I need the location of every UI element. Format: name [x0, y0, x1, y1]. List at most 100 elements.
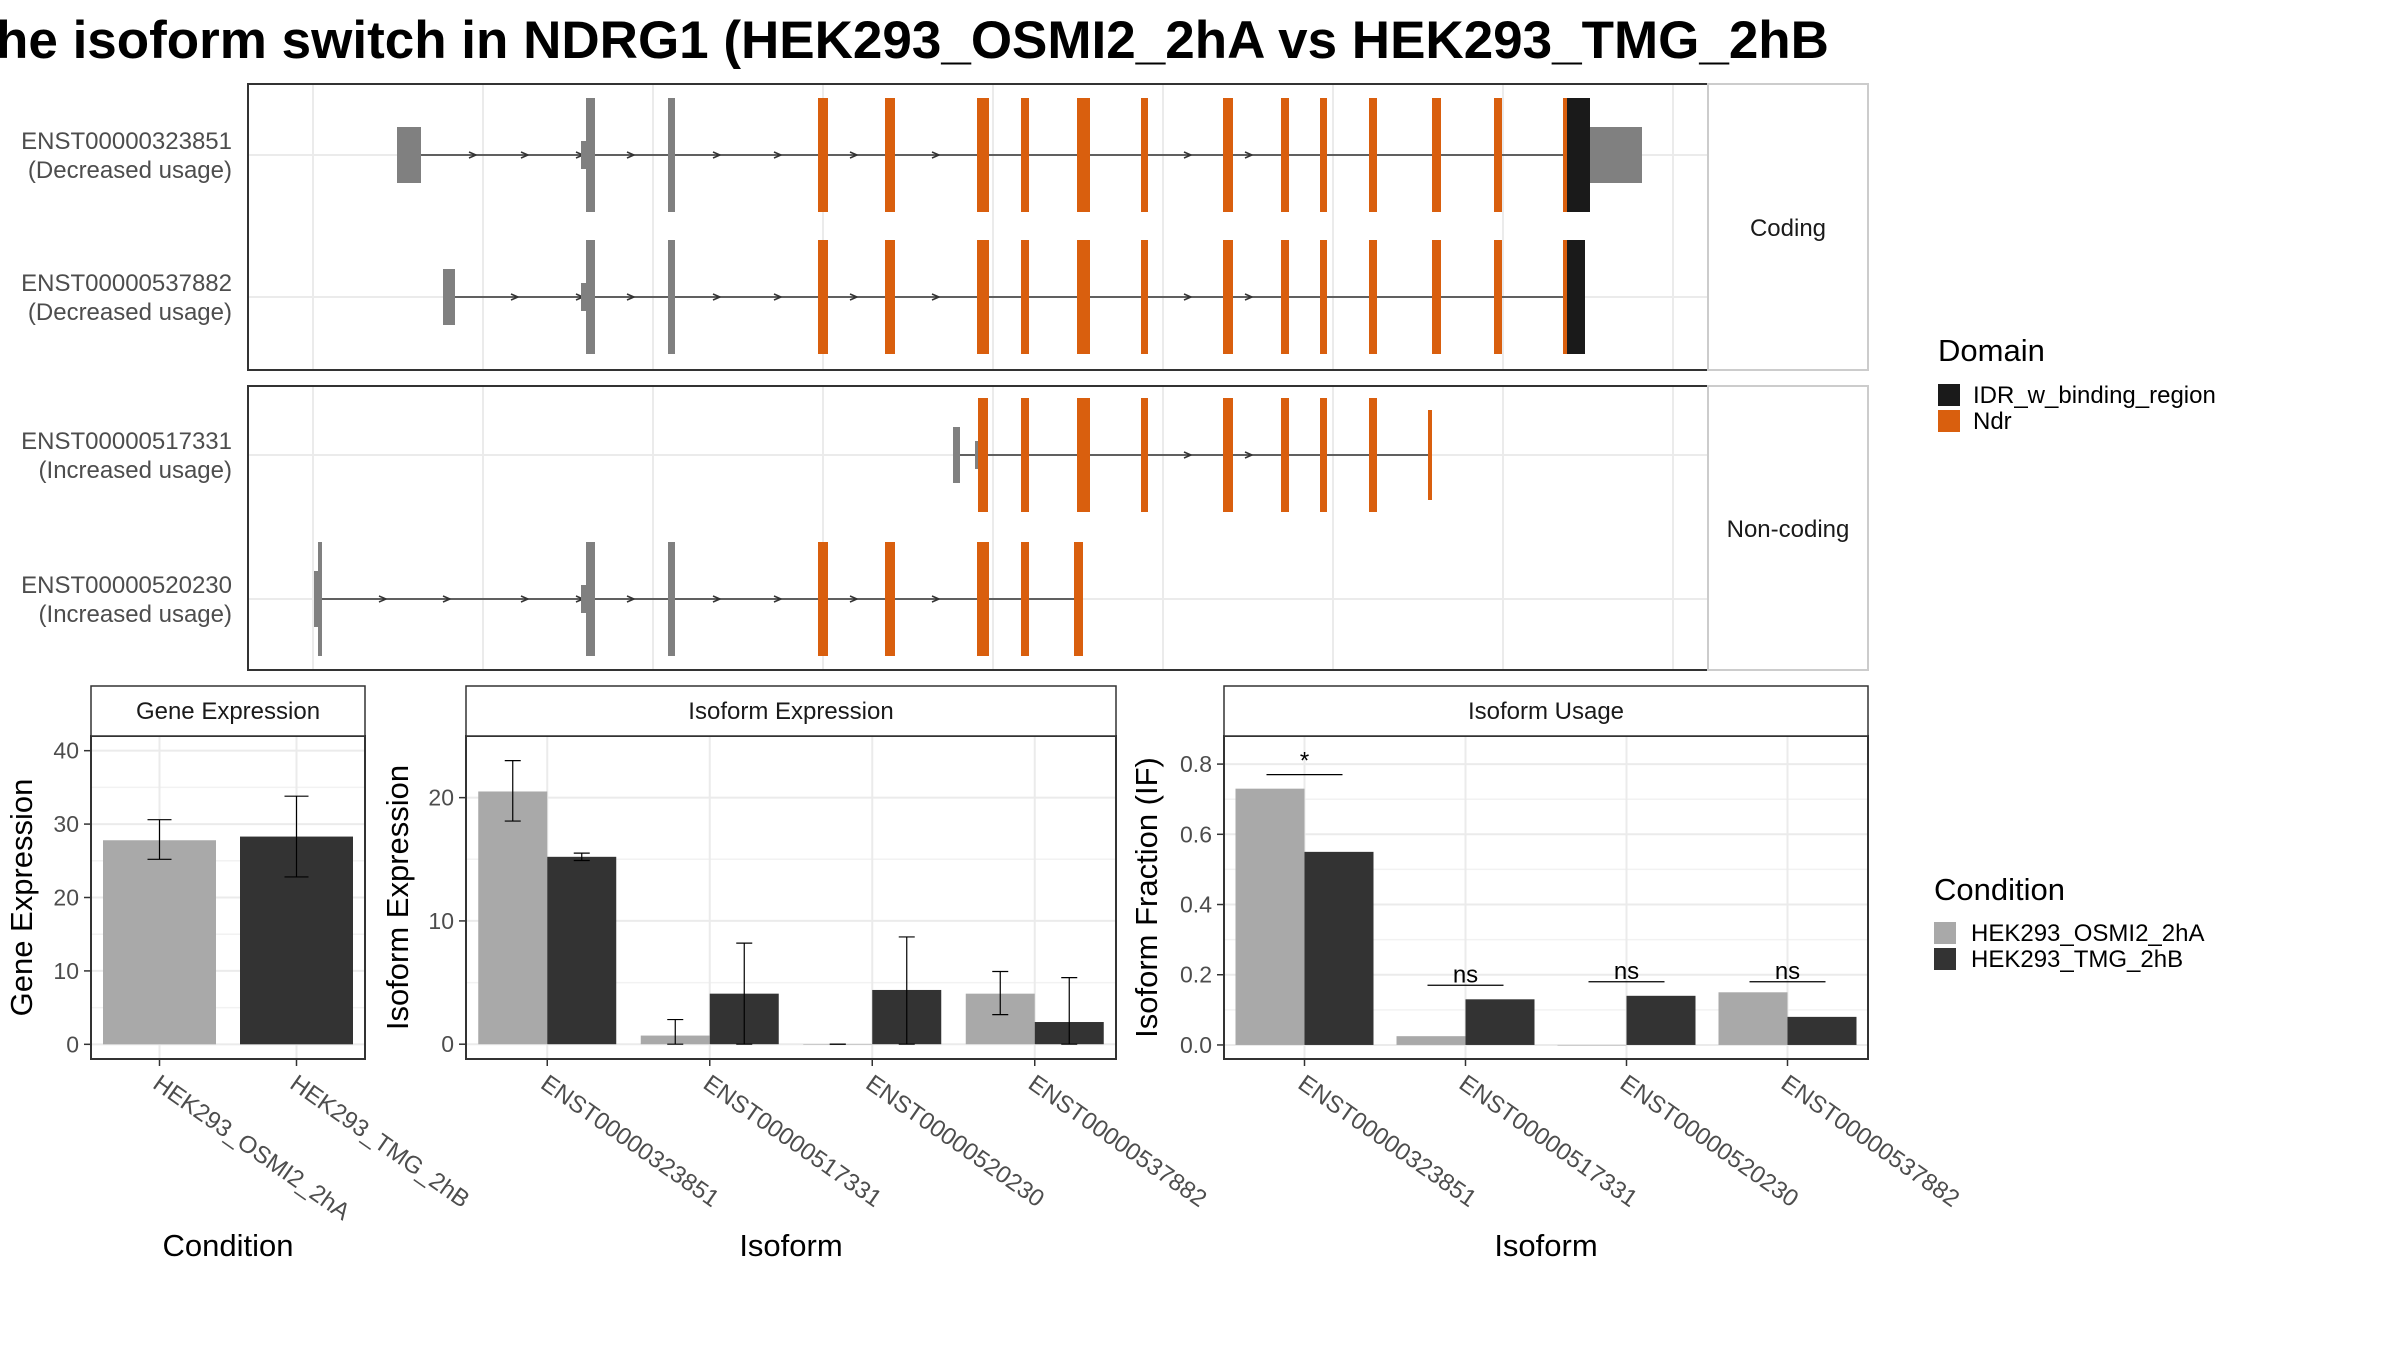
facet-strip: [1223, 685, 1869, 737]
ndr-domain-exon: [1021, 98, 1029, 212]
y-tick-label: 0.0: [1180, 1032, 1212, 1058]
transcript-usage-label: (Increased usage): [39, 457, 232, 484]
isoform-expression-chart: Isoform Expression 0 10 20 ENST00000323851 EN…: [380, 685, 1212, 1263]
y-tick-label: 0.6: [1180, 821, 1212, 847]
utr-exon: [581, 283, 586, 311]
ndr-domain-exon: [818, 240, 828, 354]
y-axis-title: Isoform Fraction (IF): [1129, 757, 1164, 1038]
intron-arrow: [712, 151, 722, 159]
intron-arrow: [931, 151, 941, 159]
intron-arrow: [1183, 151, 1193, 159]
ndr-domain-exon: [1432, 240, 1441, 354]
intron-arrow: [378, 595, 388, 603]
intron-arrow: [520, 151, 530, 159]
ndr-domain-exon: [1369, 240, 1377, 354]
legend-swatch-cond-a: [1934, 922, 1956, 944]
ndr-domain-exon: [1428, 410, 1432, 500]
intron-arrow: [773, 151, 783, 159]
exon: [668, 240, 675, 354]
intron-arrow: [626, 595, 636, 603]
exon: [668, 542, 675, 656]
ndr-domain-exon: [818, 542, 828, 656]
x-tick-label: ENST00000517331: [1454, 1070, 1642, 1213]
intron-arrow: [520, 595, 530, 603]
utr-exon: [443, 269, 455, 325]
ndr-domain-exon: [1320, 398, 1327, 512]
isoform-usage-chart: * ns ns ns Isoform Usage 0.0 0.2 0.4 0.6 0.8 ENST0…: [1129, 685, 1964, 1263]
ndr-domain-exon: [978, 398, 988, 512]
x-tick-label: ENST00000323851: [1293, 1070, 1481, 1213]
intron-arrow: [773, 293, 783, 301]
ndr-domain-exon: [1320, 240, 1327, 354]
intron-arrow: [442, 595, 452, 603]
y-tick-label: 0: [441, 1031, 454, 1057]
facet-strip: [465, 685, 1117, 737]
x-axis-title: Isoform: [739, 1228, 842, 1263]
ndr-domain-exon: [1077, 98, 1090, 212]
ndr-domain-exon: [885, 542, 895, 656]
legend-title: Domain: [1938, 333, 2045, 368]
bar: [1304, 851, 1374, 1045]
ndr-domain-exon: [1141, 398, 1148, 512]
ndr-domain-exon: [1021, 398, 1029, 512]
utr-exon: [397, 127, 421, 183]
legend-title: Condition: [1934, 872, 2065, 907]
ndr-domain-exon: [1320, 98, 1327, 212]
ndr-domain-exon: [1223, 398, 1233, 512]
ndr-domain-exon: [1494, 98, 1502, 212]
bar: [1787, 1016, 1857, 1045]
ndr-domain-exon: [1223, 98, 1233, 212]
transcript-id-label: ENST00000520230: [21, 572, 232, 599]
utr-exon: [581, 141, 586, 169]
ndr-domain-exon: [1074, 542, 1083, 656]
intron-arrow: [849, 595, 859, 603]
bar: [103, 840, 216, 1045]
intron-arrow: [849, 151, 859, 159]
y-tick-label: 0.4: [1180, 892, 1212, 918]
ndr-domain-exon: [977, 542, 989, 656]
y-tick-label: 20: [428, 785, 454, 811]
y-tick-label: 30: [53, 811, 79, 837]
significance-label: ns: [1614, 958, 1639, 985]
intron-arrow: [626, 151, 636, 159]
x-tick-label: ENST00000537882: [1776, 1070, 1964, 1213]
legend-label: Ndr: [1973, 408, 2012, 435]
intron-arrow: [1244, 151, 1254, 159]
ndr-domain-exon: [885, 98, 895, 212]
intron-arrow: [931, 293, 941, 301]
transcript-id-label: ENST00000517331: [21, 428, 232, 455]
exon: [314, 571, 318, 627]
ndr-domain-exon: [977, 98, 989, 212]
facet-strip: [1707, 83, 1869, 371]
ndr-domain-exon: [1077, 240, 1090, 354]
intron-arrow: [1244, 293, 1254, 301]
intron-arrow: [712, 293, 722, 301]
intron-arrow: [849, 293, 859, 301]
x-tick-label: ENST00000323851: [536, 1070, 724, 1213]
bar: [1557, 1044, 1627, 1046]
legend-label: HEK293_OSMI2_2hA: [1971, 920, 2204, 947]
y-axis-title: Isoform Expression: [380, 765, 415, 1030]
x-axis-title: Isoform: [1494, 1228, 1597, 1263]
exon: [586, 98, 595, 212]
significance-label: ns: [1775, 958, 1800, 985]
intron-arrow: [1244, 451, 1254, 459]
facet-label: Non-coding: [1727, 516, 1850, 543]
y-tick-label: 0.2: [1180, 962, 1212, 988]
transcript-id-label: ENST00000537882: [21, 270, 232, 297]
facet-strip-label: Isoform Expression: [688, 698, 893, 725]
facet-strip-label: Isoform Usage: [1468, 698, 1624, 725]
legend-label: HEK293_TMG_2hB: [1971, 946, 2183, 973]
legend-swatch-ndr: [1938, 410, 1960, 432]
y-tick-label: 10: [428, 908, 454, 934]
intron-arrow: [510, 293, 520, 301]
x-tick-label: ENST00000537882: [1023, 1070, 1211, 1213]
ndr-domain-exon: [818, 98, 828, 212]
intron-arrow: [1183, 451, 1193, 459]
exon: [586, 542, 595, 656]
exon: [318, 542, 322, 656]
y-tick-label: 0.8: [1180, 751, 1212, 777]
significance-label: ns: [1453, 961, 1478, 988]
bar: [1235, 788, 1305, 1045]
intron-arrow: [931, 595, 941, 603]
